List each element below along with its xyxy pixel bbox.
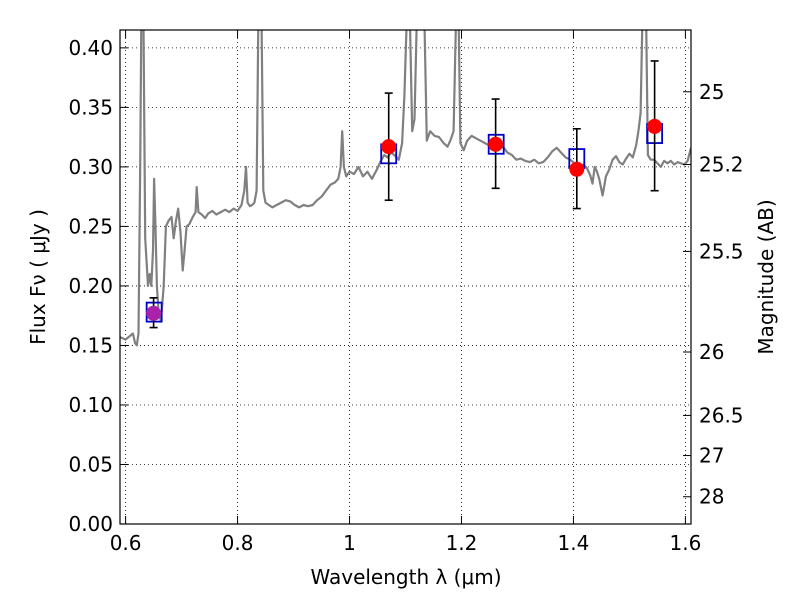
plot-area <box>120 30 691 347</box>
plot-frame <box>119 29 692 525</box>
y-tick-label: 0.35 <box>68 95 113 119</box>
x-tick-label: 1.2 <box>446 531 478 555</box>
spectrum-line <box>120 30 691 347</box>
right-tick-label: 26.5 <box>699 403 744 427</box>
y-axis-right-label: Magnitude (AB) <box>754 199 778 354</box>
y-tick-label: 0.40 <box>68 36 113 60</box>
observed-point <box>569 161 585 177</box>
y-axis-label: Flux Fν ( μJy ) <box>26 209 50 345</box>
right-tick-label: 25.2 <box>699 153 744 177</box>
x-tick-label: 1.4 <box>558 531 590 555</box>
right-tick-label: 25.5 <box>699 239 744 263</box>
right-tick-label: 26 <box>699 340 724 364</box>
right-tick-label: 25 <box>699 80 724 104</box>
observed-point <box>488 136 504 152</box>
observed-point <box>381 139 397 155</box>
grid <box>120 30 691 525</box>
x-tick-label: 1 <box>343 531 356 555</box>
ticks: 0.6 0.8 1 1.2 1.4 1.6 0.00 0.05 0.10 0.15 0.20 0.25… <box>68 30 744 555</box>
right-tick-label: 27 <box>699 444 724 468</box>
y-tick-label: 0.30 <box>68 155 113 179</box>
observed-point <box>647 118 663 134</box>
observed-point <box>146 305 162 321</box>
x-axis-label: Wavelength λ (μm) <box>310 565 501 589</box>
x-tick-label: 1.6 <box>669 531 701 555</box>
x-tick-label: 0.8 <box>222 531 254 555</box>
y-tick-label: 0.20 <box>68 274 113 298</box>
y-tick-label: 0.10 <box>68 393 113 417</box>
right-tick-label: 28 <box>699 485 724 509</box>
x-tick-label: 0.6 <box>110 531 142 555</box>
y-tick-label: 0.05 <box>68 452 113 476</box>
y-tick-label: 0.25 <box>68 214 113 238</box>
y-tick-label: 0.00 <box>68 512 113 536</box>
y-tick-label: 0.15 <box>68 333 113 357</box>
